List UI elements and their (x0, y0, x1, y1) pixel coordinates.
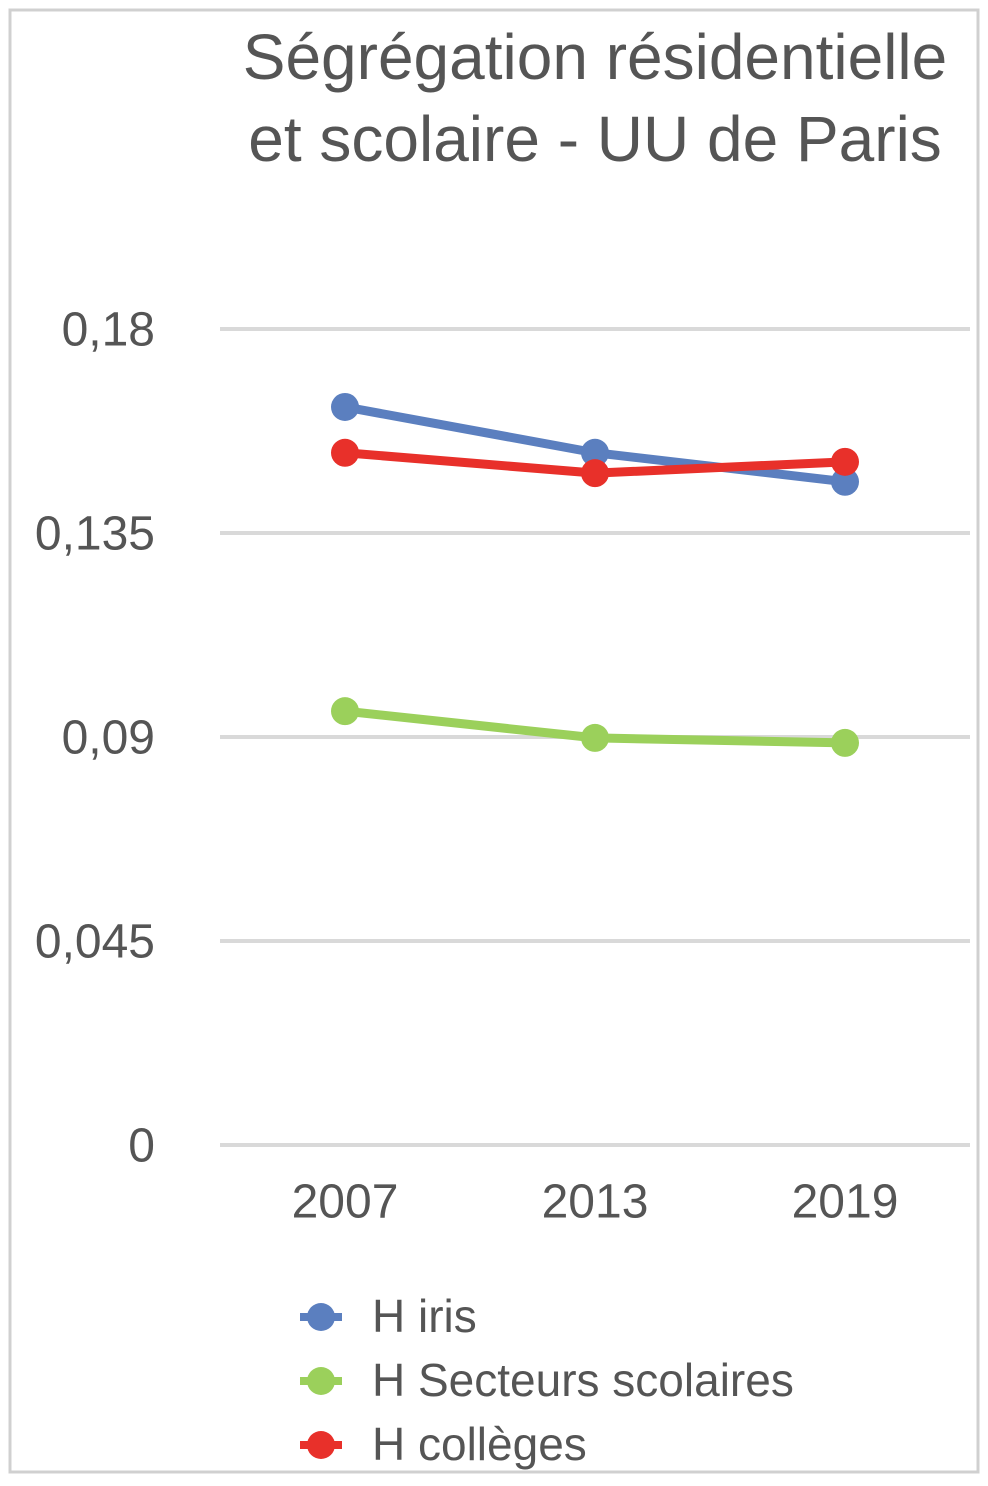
data-point (581, 438, 609, 467)
data-point (831, 467, 859, 496)
y-tick-label: 0,135 (35, 508, 155, 561)
x-tick-label: 2007 (292, 1176, 399, 1229)
data-point (331, 697, 359, 726)
y-tick-label: 0,09 (62, 712, 155, 765)
legend-label: H Secteurs scolaires (372, 1354, 794, 1406)
x-tick-label: 2013 (542, 1176, 649, 1229)
legend-label: H iris (372, 1290, 477, 1342)
legend-label: H collèges (372, 1418, 587, 1470)
data-point (831, 447, 859, 476)
y-tick-label: 0 (128, 1120, 155, 1173)
data-point (581, 459, 609, 488)
data-point (331, 392, 359, 421)
data-point (831, 728, 859, 757)
data-point (331, 438, 359, 467)
legend-marker (307, 1367, 335, 1395)
x-tick-label: 2019 (792, 1176, 899, 1229)
legend-marker (307, 1303, 335, 1331)
legend-marker (307, 1431, 335, 1459)
data-point (581, 723, 609, 752)
y-tick-label: 0,18 (62, 304, 155, 357)
y-tick-label: 0,045 (35, 916, 155, 969)
chart-title: Ségrégation résidentielle et scolaire - … (242, 21, 948, 175)
